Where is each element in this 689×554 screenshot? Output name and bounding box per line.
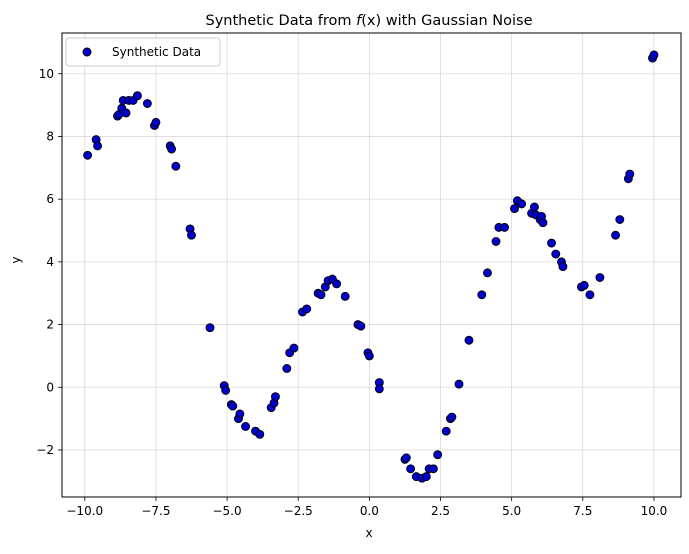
y-tick-label: −2 bbox=[36, 443, 54, 457]
data-point bbox=[132, 91, 142, 101]
data-point bbox=[615, 215, 625, 224]
data-point bbox=[289, 343, 299, 353]
x-tick-label: 7.5 bbox=[573, 504, 592, 518]
y-tick-label: 10 bbox=[39, 67, 54, 81]
data-point bbox=[316, 290, 326, 300]
data-point bbox=[255, 429, 265, 439]
data-point bbox=[595, 273, 605, 282]
data-point bbox=[441, 426, 451, 436]
data-point bbox=[477, 290, 487, 300]
y-tick-label: 4 bbox=[46, 255, 54, 269]
data-point bbox=[282, 364, 292, 373]
data-point bbox=[374, 384, 384, 394]
data-point bbox=[547, 238, 556, 248]
y-tick-label: 6 bbox=[46, 192, 54, 206]
data-points bbox=[83, 50, 659, 483]
data-point bbox=[167, 144, 177, 154]
data-point bbox=[228, 401, 238, 411]
data-point bbox=[142, 99, 152, 108]
data-point bbox=[510, 204, 519, 214]
data-point bbox=[406, 464, 416, 474]
title-argument: (x) bbox=[361, 13, 381, 29]
data-point bbox=[491, 237, 501, 246]
data-point bbox=[538, 218, 548, 228]
data-point bbox=[464, 335, 474, 345]
x-axis-label: x bbox=[365, 526, 372, 540]
title-prefix: Synthetic Data from bbox=[205, 13, 356, 29]
data-point bbox=[187, 230, 196, 240]
x-tick-label: −5.0 bbox=[212, 504, 241, 518]
x-tick-label: 5.0 bbox=[502, 504, 521, 518]
data-point bbox=[428, 464, 438, 474]
data-point bbox=[433, 450, 443, 460]
y-tick-label: 0 bbox=[46, 380, 54, 394]
title-function: f bbox=[356, 13, 363, 29]
x-tick-label: 0.0 bbox=[360, 504, 379, 518]
data-point bbox=[221, 385, 231, 395]
data-point bbox=[302, 304, 312, 314]
x-tick-label: −7.5 bbox=[141, 504, 170, 518]
data-point bbox=[171, 161, 181, 171]
data-point bbox=[529, 202, 539, 212]
y-tick-label: 2 bbox=[46, 318, 54, 332]
data-point bbox=[83, 150, 93, 160]
data-point bbox=[235, 409, 245, 419]
axis-ticks: −10.0 −7.5 −5.0 −2.5 0.0 2.5 5.0 7.5 10.0 −2 0 2 4 6 8… bbox=[36, 67, 667, 518]
data-point bbox=[364, 351, 374, 361]
data-point bbox=[649, 50, 659, 60]
grid bbox=[62, 33, 681, 497]
legend-label: Synthetic Data bbox=[112, 45, 201, 59]
data-point bbox=[270, 392, 280, 402]
data-point bbox=[93, 141, 103, 151]
x-tick-label: −10.0 bbox=[66, 504, 103, 518]
legend: Synthetic Data bbox=[65, 37, 221, 67]
data-point bbox=[500, 222, 509, 232]
data-point bbox=[517, 199, 527, 209]
x-tick-label: −2.5 bbox=[284, 504, 313, 518]
data-point bbox=[421, 472, 431, 482]
data-point bbox=[447, 412, 457, 422]
data-point bbox=[332, 279, 342, 289]
data-point bbox=[625, 169, 635, 179]
chart-title: Synthetic Data from f(x) with Gaussian N… bbox=[205, 13, 532, 29]
plot-frame bbox=[61, 32, 682, 498]
data-point bbox=[551, 249, 561, 259]
data-point bbox=[151, 117, 161, 127]
data-point bbox=[558, 262, 568, 272]
y-tick-label: 8 bbox=[46, 129, 54, 143]
x-tick-label: 10.0 bbox=[641, 504, 668, 518]
legend-box bbox=[65, 37, 221, 67]
y-axis-label: y bbox=[9, 256, 23, 263]
data-point bbox=[579, 280, 589, 290]
x-tick-label: 2.5 bbox=[431, 504, 450, 518]
data-point bbox=[121, 108, 131, 118]
data-point bbox=[585, 290, 595, 300]
data-point bbox=[483, 268, 492, 278]
data-point bbox=[611, 230, 620, 240]
data-point bbox=[340, 291, 350, 301]
data-point bbox=[356, 321, 366, 331]
data-point bbox=[205, 323, 215, 333]
data-point bbox=[454, 379, 464, 389]
data-point bbox=[241, 422, 251, 431]
legend-marker bbox=[82, 47, 92, 57]
title-suffix: with Gaussian Noise bbox=[381, 13, 532, 29]
data-point bbox=[401, 453, 411, 463]
